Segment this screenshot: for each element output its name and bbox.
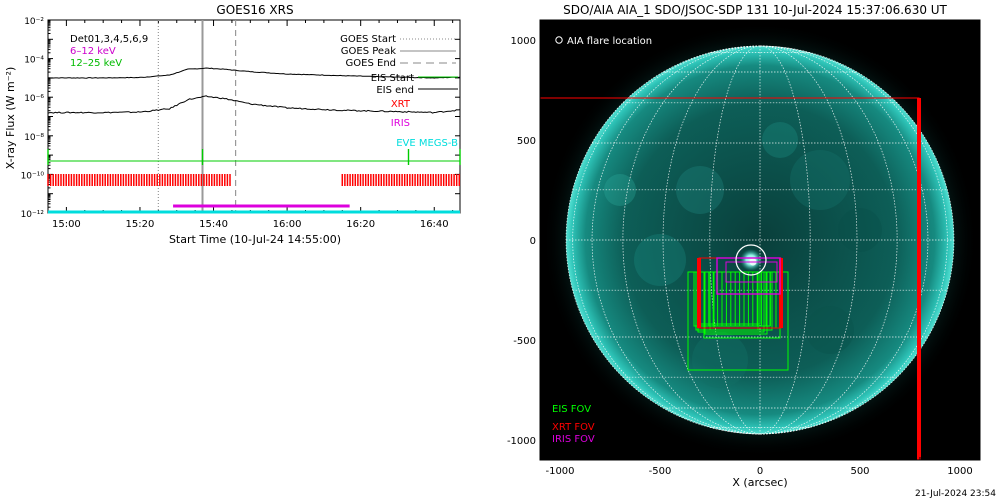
footer-timestamp: 21-Jul-2024 23:54 [915, 489, 996, 499]
iris-fov-box [716, 257, 781, 295]
eis-fov-box [695, 271, 759, 331]
x-tick-label: 16:00 [273, 219, 302, 230]
x-tick-label: 16:40 [420, 219, 449, 230]
goes-flux-curves [47, 67, 461, 114]
iris-sji-box [725, 261, 778, 283]
map-y-tick-label: 500 [517, 136, 536, 147]
goes-plot-title: GOES16 XRS [216, 3, 293, 17]
longitude-line [591, 45, 761, 435]
map-y-tick-label: 1000 [511, 36, 536, 47]
label-xrt: XRT [391, 99, 411, 110]
longitude-line [759, 45, 858, 435]
y-tick-label: 10⁻⁸ [24, 133, 44, 143]
goes-legend-left: Det01,3,4,5,6,9 6–12 keV 12–25 keV [70, 34, 148, 69]
longitude-line [759, 45, 898, 435]
map-x-tick-label: 1000 [947, 466, 972, 477]
aia-axis-ticks: -1000 -500 0 500 1000 -1000 -500 0 500 1000 [507, 20, 980, 477]
legend-eis-start: EIS Start [371, 73, 414, 84]
flare-legend-symbol [555, 36, 563, 44]
y-tick-label: 10⁻² [24, 17, 44, 27]
legend-6-12kev: 6–12 keV [70, 46, 116, 57]
aia-plot-title: SDO/AIA AIA_1 SDO/JSOC-SDP 131 10-Jul-20… [563, 3, 947, 17]
label-eve-megs-b: EVE MEGS-B [396, 138, 458, 149]
longitude-line [572, 45, 761, 435]
flare-legend-label: AIA flare location [567, 36, 652, 47]
longitude-line [709, 45, 761, 435]
surface-region [604, 174, 636, 206]
aia-map-content [540, 22, 978, 460]
heliographic-grid [565, 45, 955, 435]
goes-y-axis-label: X-ray Flux (W m⁻²) [4, 67, 17, 169]
goes-x-axis-label: Start Time (10-Jul-24 14:55:00) [169, 233, 341, 246]
fov-legend-eis: EIS FOV [552, 404, 591, 415]
flux-series-0 [48, 67, 461, 79]
map-y-tick-label: 0 [530, 236, 536, 247]
instrument-coverage-bars [47, 149, 461, 214]
longitude-line [662, 45, 761, 435]
instrument-fov-boxes [540, 97, 921, 460]
solar-surface-features [604, 122, 882, 388]
y-tick-label: 10⁻⁴ [24, 56, 44, 66]
goes-event-lines [157, 20, 237, 213]
y-tick-label: 10⁻¹⁰ [21, 171, 45, 181]
legend-det: Det01,3,4,5,6,9 [70, 34, 148, 45]
map-y-tick-label: -500 [513, 336, 536, 347]
x-tick-label: 15:20 [126, 219, 155, 230]
aia-map-panel: SDO/AIA AIA_1 SDO/JSOC-SDP 131 10-Jul-20… [507, 3, 981, 489]
longitude-line [759, 45, 811, 435]
legend-12-25kev: 12–25 keV [70, 58, 122, 69]
surface-region [634, 234, 686, 286]
legend-goes-peak: GOES Peak [341, 46, 396, 57]
fov-legend-iris: IRIS FOV [552, 434, 595, 445]
flux-series-1 [47, 95, 461, 114]
longitude-line [622, 45, 761, 435]
surface-region [790, 150, 850, 210]
goes-lightcurve-panel: GOES16 XRS X-ray Flux (W m⁻²) Start Time… [4, 3, 461, 246]
legend-goes-start: GOES Start [340, 34, 396, 45]
y-tick-label: 10⁻⁶ [24, 94, 44, 104]
fov-legend-xrt: XRT FOV [552, 422, 595, 433]
y-tick-label: 10⁻¹² [21, 210, 45, 220]
surface-region [806, 306, 854, 354]
solar-limb [565, 45, 955, 435]
map-x-tick-label: 500 [850, 466, 869, 477]
map-x-tick-label: 0 [757, 466, 763, 477]
surface-region [838, 208, 882, 252]
x-tick-label: 15:00 [52, 219, 81, 230]
goes-legend-right: GOES Start GOES Peak GOES End EIS Start … [340, 34, 458, 96]
surface-region [692, 332, 748, 388]
aia-x-axis-label: X (arcsec) [732, 476, 787, 489]
legend-eis-end: EIS end [376, 85, 414, 96]
longitude-line [759, 45, 948, 435]
flare-location-marker [735, 244, 767, 276]
longitude-line [759, 45, 929, 435]
x-tick-label: 16:20 [346, 219, 375, 230]
surface-region [762, 122, 798, 158]
map-x-tick-label: -500 [649, 466, 672, 477]
legend-goes-end: GOES End [346, 58, 396, 69]
map-x-tick-label: -1000 [545, 466, 574, 477]
map-y-tick-label: -1000 [507, 436, 536, 447]
label-iris: IRIS [391, 118, 410, 129]
x-tick-label: 15:40 [199, 219, 228, 230]
